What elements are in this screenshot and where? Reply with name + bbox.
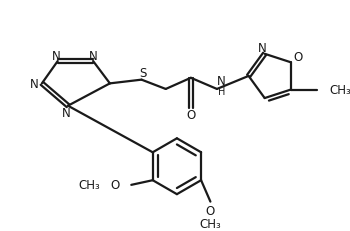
Text: S: S bbox=[140, 66, 147, 79]
Text: CH₃: CH₃ bbox=[79, 179, 100, 191]
Text: CH₃: CH₃ bbox=[199, 217, 221, 230]
Text: O: O bbox=[186, 108, 196, 121]
Text: H: H bbox=[218, 86, 225, 96]
Text: N: N bbox=[217, 75, 226, 88]
Text: O: O bbox=[206, 204, 215, 217]
Text: N: N bbox=[89, 50, 98, 63]
Text: N: N bbox=[62, 106, 70, 119]
Text: CH₃: CH₃ bbox=[330, 84, 350, 97]
Text: N: N bbox=[258, 42, 266, 55]
Text: N: N bbox=[51, 50, 60, 63]
Text: O: O bbox=[111, 179, 120, 191]
Text: O: O bbox=[294, 51, 303, 64]
Text: N: N bbox=[30, 78, 39, 91]
